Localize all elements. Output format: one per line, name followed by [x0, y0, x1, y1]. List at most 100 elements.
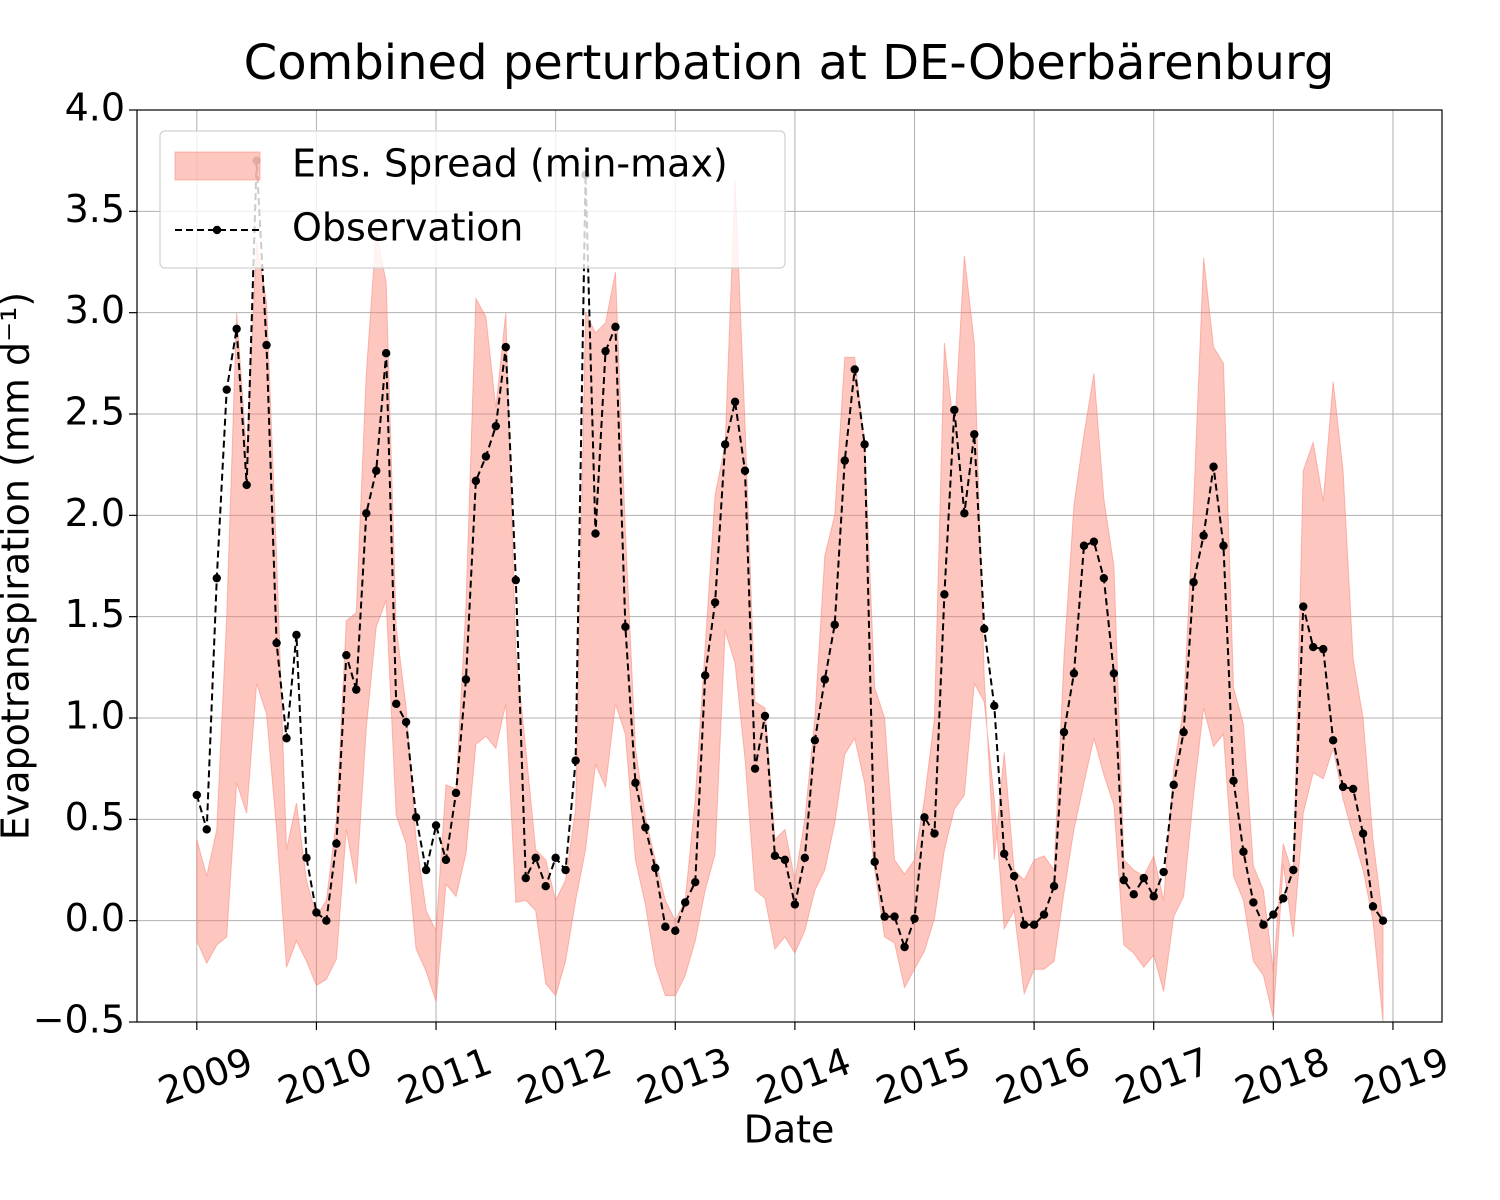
observation-point: [910, 914, 919, 923]
observation-point: [441, 855, 451, 865]
observation-point: [950, 405, 959, 415]
observation-point: [1099, 573, 1109, 583]
observation-point: [990, 701, 999, 711]
y-tick-label: 3.5: [65, 187, 125, 231]
observation-point: [1109, 669, 1119, 678]
observation-point: [1129, 890, 1138, 899]
observation-point: [1139, 873, 1148, 883]
observation-point: [372, 466, 381, 475]
observation-point: [710, 598, 720, 607]
observation-point: [1308, 642, 1318, 652]
observation-point: [1249, 898, 1258, 907]
observation-point: [411, 813, 421, 822]
observation-point: [212, 573, 221, 583]
observation-point: [591, 529, 600, 538]
observation-point: [1199, 531, 1208, 540]
observation-point: [860, 440, 869, 449]
y-tick-label: 1.5: [65, 592, 125, 636]
observation-point: [631, 778, 640, 788]
observation-point: [282, 734, 291, 743]
observation-point: [820, 675, 829, 684]
observation-point: [730, 397, 740, 407]
observation-point: [242, 480, 251, 490]
observation-point: [392, 699, 401, 709]
observation-point: [940, 590, 949, 599]
observation-point: [750, 764, 760, 773]
y-tick-label: 0.5: [65, 795, 125, 839]
legend-marker: [212, 225, 222, 235]
observation-point: [302, 853, 311, 863]
observation-point: [641, 823, 650, 832]
observation-point: [511, 575, 521, 585]
observation-point: [491, 421, 501, 431]
observation-point: [770, 851, 780, 861]
observation-point: [1209, 462, 1218, 471]
observation-point: [1169, 780, 1178, 790]
observation-point: [1279, 894, 1288, 903]
observation-point: [1009, 871, 1019, 881]
observation-point: [272, 638, 281, 648]
observation-point: [671, 926, 680, 935]
legend-label: Ens. Spread (min-max): [292, 142, 728, 186]
observation-line: [195, 160, 1384, 951]
legend: Ens. Spread (min-max) Observation: [159, 130, 786, 269]
observation-point: [1269, 910, 1278, 919]
observation-point: [262, 340, 271, 350]
plot-frame: [136, 109, 1443, 1023]
observation-point: [322, 916, 331, 925]
observation-point: [521, 873, 530, 883]
observation-point: [810, 736, 820, 745]
observation-point: [1039, 910, 1049, 919]
observation-point: [661, 922, 670, 931]
observation-point: [830, 620, 839, 629]
observation-point: [1119, 875, 1129, 885]
observation-point: [1019, 920, 1029, 929]
observation-point: [312, 908, 321, 917]
observation-point: [960, 509, 969, 518]
legend-label: Observation: [292, 206, 523, 250]
observation-point: [501, 342, 510, 352]
observation-point: [1089, 537, 1099, 546]
observation-point: [920, 813, 929, 822]
observation-point: [800, 853, 810, 863]
observation-point: [1368, 902, 1378, 911]
observation-point: [1189, 578, 1198, 587]
observation-point: [471, 476, 481, 486]
observation-point: [980, 624, 989, 634]
observation-point: [651, 863, 660, 873]
observation-point: [541, 882, 550, 891]
observation-point: [930, 829, 939, 838]
chart-title: Combined perturbation at DE-Oberbärenbur…: [244, 35, 1335, 91]
observation-point: [362, 509, 371, 518]
legend-box: [159, 130, 786, 269]
observation-point: [611, 322, 620, 332]
observation-point: [900, 942, 909, 952]
observation-point: [531, 853, 540, 863]
observation-point: [1179, 727, 1188, 737]
legend-swatch: [174, 151, 261, 181]
observation-point: [680, 898, 690, 907]
observation-point: [1358, 829, 1368, 838]
observation-point: [970, 430, 979, 439]
observation-point: [1029, 920, 1039, 929]
observation-point: [621, 622, 630, 631]
observation-point: [1049, 882, 1059, 891]
observation-point: [840, 456, 849, 465]
observation-point: [481, 452, 491, 461]
observation-point: [1149, 892, 1158, 901]
observation-point: [1319, 644, 1328, 654]
y-tick-label: 3.0: [65, 288, 125, 332]
observation-point: [1259, 920, 1268, 929]
y-tick-label: 0.0: [65, 896, 125, 940]
observation-point: [1159, 867, 1168, 877]
observation-point: [202, 825, 211, 834]
observation-point: [890, 912, 899, 921]
observation-point: [421, 865, 431, 875]
observation-point: [401, 717, 411, 727]
observation-point: [880, 912, 889, 921]
observation-point: [1378, 916, 1388, 925]
observation-point: [691, 877, 700, 887]
observation-point: [222, 385, 231, 394]
observation-point: [601, 346, 610, 356]
observation-point: [1328, 736, 1338, 745]
